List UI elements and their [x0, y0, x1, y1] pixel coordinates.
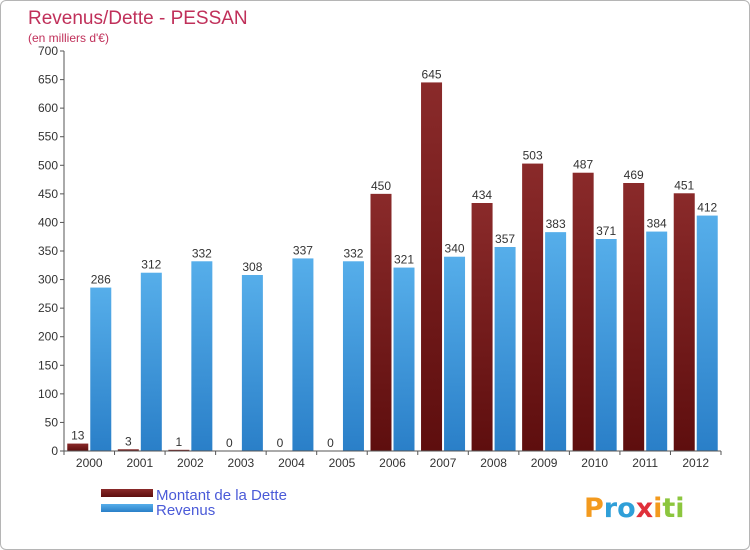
bars: 13 286 3 312 1 332 0 308 0 337 0 332 450 321 645 340 434… [67, 67, 718, 452]
y-tick-label: 250 [38, 301, 58, 315]
data-label-debt: 0 [277, 436, 284, 450]
x-tick-label: 2008 [480, 456, 507, 470]
x-tick-label: 2001 [126, 456, 153, 470]
x-tick-label: 2012 [682, 456, 709, 470]
data-label-debt: 0 [327, 436, 334, 450]
data-label-revenus: 412 [697, 201, 717, 215]
bar-revenus [140, 272, 162, 451]
y-tick-label: 400 [38, 215, 58, 229]
data-label-debt: 469 [624, 168, 644, 182]
bar-debt [572, 172, 594, 451]
bar-revenus [342, 261, 364, 451]
legend-swatch-debt [101, 489, 153, 497]
bar-debt [623, 183, 645, 451]
chart-title: Revenus/Dette - PESSAN [28, 8, 248, 29]
data-label-debt: 503 [523, 149, 543, 163]
bar-revenus [393, 267, 415, 451]
logo-letter: t [662, 493, 675, 524]
x-tick-label: 2010 [581, 456, 608, 470]
logo-letter: i [653, 493, 662, 524]
logo-letter: i [675, 493, 684, 524]
data-label-debt: 0 [226, 436, 233, 450]
y-tick-label: 200 [38, 330, 58, 344]
y-tick-label: 100 [38, 387, 58, 401]
legend-swatch-revenus [101, 504, 153, 512]
data-label-debt: 487 [573, 158, 593, 172]
bar-debt [673, 193, 695, 452]
logo-letter: r [604, 493, 618, 524]
logo-letter: P [584, 493, 604, 524]
data-label-debt: 451 [674, 178, 694, 192]
x-tick-label: 2007 [430, 456, 457, 470]
data-label-revenus: 286 [91, 273, 111, 287]
bar-revenus [696, 215, 718, 451]
data-label-debt: 645 [422, 67, 442, 81]
y-tick-label: 700 [38, 44, 58, 58]
x-tick-label: 2004 [278, 456, 305, 470]
data-label-revenus: 312 [141, 258, 161, 272]
data-label-revenus: 321 [394, 253, 414, 267]
bar-revenus [595, 239, 617, 451]
bar-revenus [292, 258, 314, 451]
bar-debt [117, 449, 139, 451]
y-tick-label: 350 [38, 244, 58, 258]
x-axis: 2000 2001 2002 2003 2004 2005 2006 2007 2008 2009… [63, 450, 722, 470]
logo-letter: o [617, 493, 636, 524]
bar-revenus [444, 256, 466, 451]
bar-debt [421, 82, 443, 451]
x-tick-label: 2011 [632, 456, 658, 470]
data-label-revenus: 308 [242, 260, 262, 274]
bar-revenus [90, 287, 112, 451]
data-label-debt: 1 [176, 435, 183, 449]
data-label-revenus: 371 [596, 224, 616, 238]
bar-revenus [494, 247, 516, 451]
x-tick-label: 2009 [531, 456, 558, 470]
x-tick-label: 2005 [329, 456, 356, 470]
legend-label-revenus: Revenus [156, 502, 215, 519]
x-tick-label: 2002 [177, 456, 204, 470]
data-label-debt: 13 [71, 429, 85, 443]
y-tick-label: 300 [38, 273, 58, 287]
bar-debt [168, 449, 190, 451]
legend-label-debt: Montant de la Dette [156, 487, 287, 504]
data-label-revenus: 337 [293, 243, 313, 257]
bar-revenus [241, 275, 263, 451]
x-tick-label: 2000 [76, 456, 103, 470]
bar-debt [522, 163, 544, 452]
data-label-revenus: 383 [546, 217, 566, 231]
data-label-revenus: 384 [647, 217, 667, 231]
y-tick-label: 500 [38, 158, 58, 172]
x-tick-label: 2006 [379, 456, 406, 470]
y-tick-label: 650 [38, 73, 58, 87]
data-label-revenus: 357 [495, 232, 515, 246]
y-tick-label: 50 [45, 415, 59, 429]
bar-debt [67, 443, 89, 451]
y-tick-label: 450 [38, 187, 58, 201]
proxiti-logo: Proxiti [584, 493, 685, 524]
data-label-debt: 450 [371, 179, 391, 193]
data-label-revenus: 332 [343, 246, 363, 260]
logo-letter: x [636, 493, 653, 524]
y-axis: 0 50 100 150 200 250 300 350 400 450 500 550 600 650 7… [38, 44, 65, 458]
y-tick-label: 600 [38, 101, 58, 115]
y-tick-label: 150 [38, 358, 58, 372]
bar-revenus [545, 232, 567, 451]
bar-revenus [191, 261, 213, 451]
x-tick-label: 2003 [228, 456, 255, 470]
bar-revenus [646, 231, 668, 451]
y-tick-label: 550 [38, 130, 58, 144]
data-label-revenus: 332 [192, 246, 212, 260]
y-tick-label: 0 [51, 444, 58, 458]
bar-debt [471, 203, 493, 451]
legend: Montant de la Dette Revenus [101, 487, 287, 519]
chart-subtitle: (en milliers d'€) [28, 31, 109, 45]
data-label-debt: 434 [472, 188, 492, 202]
data-label-debt: 3 [125, 434, 132, 448]
data-label-revenus: 340 [445, 242, 465, 256]
bar-debt [370, 193, 392, 451]
